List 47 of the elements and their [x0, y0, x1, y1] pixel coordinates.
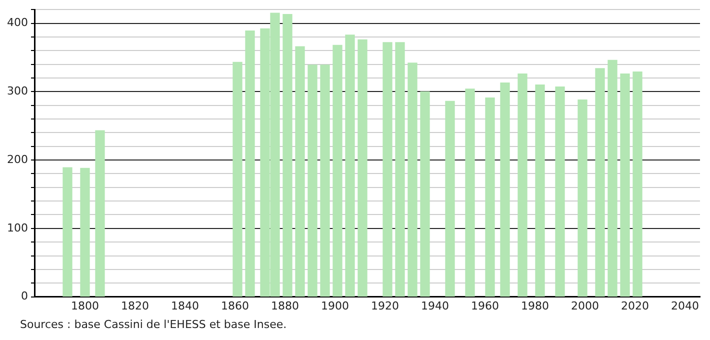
bar	[382, 42, 392, 297]
bar	[485, 97, 495, 297]
bar	[595, 68, 605, 297]
bar	[445, 100, 455, 297]
bar	[578, 100, 588, 297]
bar	[232, 62, 242, 297]
x-tick-label: 2040	[671, 299, 699, 312]
bar	[408, 62, 418, 297]
bar	[80, 168, 90, 297]
bar	[282, 14, 292, 297]
x-tick-label: 1920	[371, 299, 399, 312]
bar	[395, 42, 405, 297]
x-tick-label: 1960	[471, 299, 499, 312]
bar	[465, 88, 475, 297]
x-tick-label: 1900	[321, 299, 349, 312]
bar	[345, 34, 355, 297]
x-tick-label: 1860	[220, 299, 249, 312]
x-tick-label: 1940	[421, 299, 449, 312]
x-tick-label: 1840	[170, 299, 199, 312]
bar	[620, 74, 630, 297]
x-tick-label: 1820	[120, 299, 149, 312]
bar	[500, 82, 510, 297]
y-tick-label: 400	[6, 16, 28, 30]
bar	[632, 71, 642, 297]
bar	[420, 91, 430, 297]
x-tick-label: 1880	[270, 299, 299, 312]
bar	[555, 86, 565, 297]
x-tick-label: 1980	[521, 299, 549, 312]
source-note: Sources : base Cassini de l'EHESS et base Insee.	[20, 318, 288, 331]
x-tick-label: 1800	[70, 299, 99, 312]
bar	[295, 46, 305, 297]
bar	[535, 84, 545, 297]
y-tick-label: 100	[6, 221, 28, 234]
bar	[518, 74, 528, 297]
bar	[95, 130, 105, 297]
bar	[320, 64, 330, 297]
y-tick-label: 0	[20, 290, 28, 303]
x-tick-label: 2000	[571, 299, 599, 312]
x-tick-label: 2020	[621, 299, 649, 312]
bar	[608, 60, 618, 297]
y-tick-label: 200	[6, 152, 28, 166]
bar	[308, 64, 318, 297]
bar	[245, 30, 255, 297]
bar	[332, 44, 342, 297]
y-tick-label: 300	[6, 84, 28, 98]
bar	[358, 39, 368, 297]
bar	[62, 167, 72, 297]
